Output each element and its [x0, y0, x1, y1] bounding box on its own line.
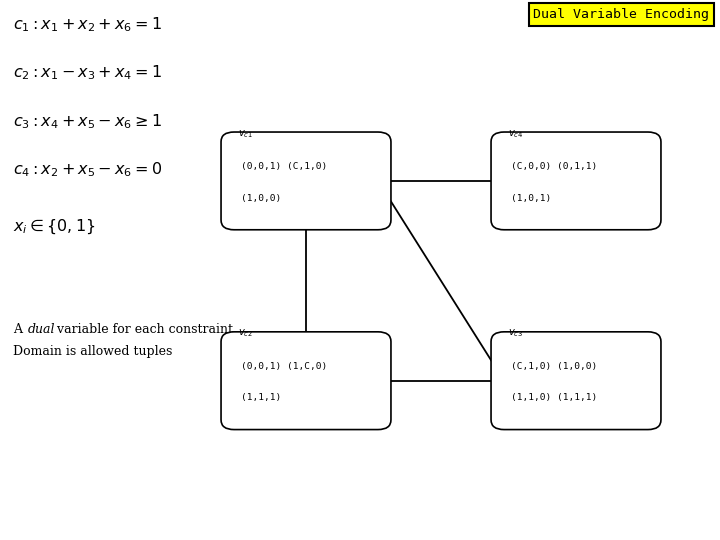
Text: Domain is allowed tuples: Domain is allowed tuples: [13, 345, 172, 357]
Text: $x_i \in \{0,1\}$: $x_i \in \{0,1\}$: [13, 218, 96, 236]
FancyBboxPatch shape: [221, 132, 391, 230]
Text: $v_{c4}$: $v_{c4}$: [508, 128, 523, 139]
Text: $v_{c1}$: $v_{c1}$: [238, 128, 253, 139]
Text: $c_2 : x_1 - x_3 + x_4 = 1$: $c_2 : x_1 - x_3 + x_4 = 1$: [13, 64, 162, 82]
FancyBboxPatch shape: [491, 332, 661, 430]
Text: A: A: [13, 323, 26, 336]
Text: (C,1,0) (1,0,0): (C,1,0) (1,0,0): [511, 362, 598, 371]
Text: (0,0,1) (1,C,0): (0,0,1) (1,C,0): [241, 362, 328, 371]
Text: $v_{c2}$: $v_{c2}$: [238, 328, 253, 340]
Text: (1,1,1): (1,1,1): [241, 394, 282, 402]
Text: (1,1,0) (1,1,1): (1,1,0) (1,1,1): [511, 394, 598, 402]
Text: dual: dual: [27, 323, 55, 336]
Text: (1,0,0): (1,0,0): [241, 194, 282, 202]
Text: variable for each constraint: variable for each constraint: [53, 323, 233, 336]
Text: $c_1 : x_1 + x_2 + x_6 = 1$: $c_1 : x_1 + x_2 + x_6 = 1$: [13, 15, 162, 33]
Text: (1,0,1): (1,0,1): [511, 194, 552, 202]
Text: $c_4 : x_2 + x_5 - x_6 = 0$: $c_4 : x_2 + x_5 - x_6 = 0$: [13, 161, 162, 179]
FancyBboxPatch shape: [491, 132, 661, 230]
Text: (C,0,0) (0,1,1): (C,0,0) (0,1,1): [511, 163, 598, 171]
FancyBboxPatch shape: [221, 332, 391, 430]
Text: $v_{c3}$: $v_{c3}$: [508, 328, 523, 340]
Text: $c_3 : x_4 + x_5 - x_6 \geq 1$: $c_3 : x_4 + x_5 - x_6 \geq 1$: [13, 112, 162, 131]
Text: Dual Variable Encoding: Dual Variable Encoding: [534, 8, 709, 21]
Text: (0,0,1) (C,1,0): (0,0,1) (C,1,0): [241, 163, 328, 171]
